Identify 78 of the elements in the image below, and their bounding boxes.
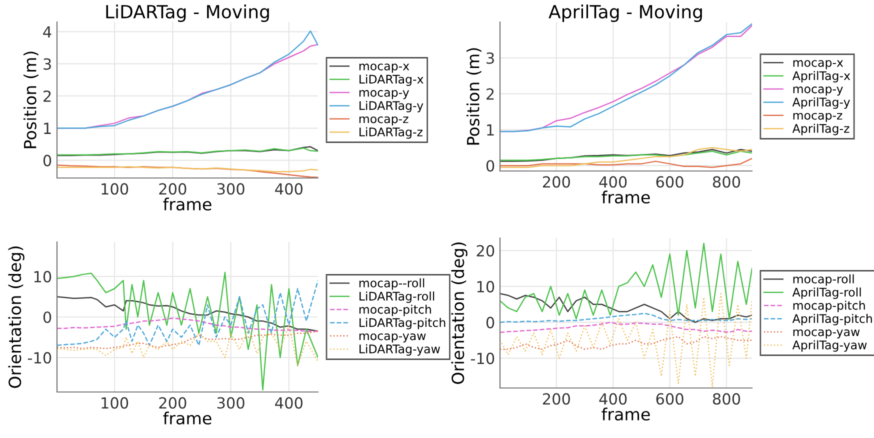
y-tick-label: 10 (34, 270, 52, 282)
legend-label: LiDARTag-yaw (360, 344, 440, 356)
y-tick-label: 3 (44, 58, 51, 70)
chart-title: AprilTag - Moving (548, 4, 702, 22)
chart-title: LiDARTag - Moving (106, 4, 269, 22)
y-tick-label: 0 (486, 160, 494, 172)
legend-label: LiDARTag-z (360, 127, 422, 139)
y-tick-label: 0 (43, 311, 52, 324)
line-series (500, 147, 752, 168)
y-tick-label: 1 (487, 124, 494, 136)
x-tick-label: 800 (712, 393, 740, 405)
x-tick-label: 400 (599, 176, 627, 188)
line-series (500, 292, 752, 323)
legend-label: mocap-y (359, 90, 410, 100)
y-tick-label: 4 (43, 26, 52, 38)
legend-label: LiDARTag-pitch (360, 318, 446, 330)
legend-label: mocap-roll (793, 274, 854, 286)
line-series (57, 330, 318, 350)
legend-label: mocap-yaw (793, 329, 860, 339)
line-series (57, 280, 318, 346)
line-series (57, 318, 318, 332)
line-series (500, 312, 752, 323)
legend-label: mocap-x (793, 60, 844, 70)
x-tick-label: 400 (599, 393, 627, 405)
y-tick-label: 2 (44, 90, 51, 102)
x-tick-label: 200 (542, 176, 570, 188)
x-tick-label: 200 (159, 183, 186, 195)
legend-label: mocap-z (359, 116, 408, 126)
legend-label: AprilTag-yaw (792, 340, 867, 352)
legend-label: mocap-pitch (359, 304, 431, 316)
x-tick-label: 100 (102, 183, 128, 195)
y-axis-title: Position (m) (466, 48, 482, 145)
y-axis-title: Position (m) (24, 52, 38, 148)
x-tick-label: 800 (712, 176, 740, 188)
y-tick-label: 2 (486, 88, 494, 100)
x-tick-label: 100 (102, 397, 128, 409)
line-series (57, 296, 318, 332)
y-tick-label: 1 (44, 122, 51, 134)
x-tick-label: 400 (275, 183, 302, 195)
legend-label: AprilTag-y (792, 97, 850, 109)
x-axis-title: frame (602, 408, 650, 421)
legend-label: mocap--roll (359, 278, 424, 290)
legend-label: mocap-yaw (359, 333, 426, 343)
legend-label: mocap-x (359, 64, 410, 73)
y-tick-label: 0 (43, 154, 52, 166)
legend-label: LiDARTag-x (360, 74, 424, 86)
y-tick-label: 10 (477, 280, 494, 292)
x-axis-title: frame (163, 412, 212, 425)
legend-label: AprilTag-roll (792, 287, 861, 299)
y-tick-label: -10 (28, 352, 52, 364)
y-tick-label: -10 (470, 352, 494, 364)
legend-label: mocap-pitch (793, 300, 865, 312)
legend-label: AprilTag-z (792, 124, 850, 136)
legend-label: AprilTag-pitch (792, 314, 872, 326)
legend-label: LiDARTag-roll (360, 291, 434, 303)
y-tick-label: 3 (486, 52, 494, 64)
line-series (57, 324, 318, 366)
legend-label: LiDARTag-y (360, 100, 424, 112)
legend-label: AprilTag-x (792, 70, 850, 82)
line-series (500, 242, 752, 320)
x-axis-title: frame (163, 198, 212, 211)
legend-label: mocap-z (793, 112, 842, 122)
x-tick-label: 600 (656, 393, 684, 405)
x-tick-label: 200 (542, 393, 570, 405)
line-series (500, 336, 752, 350)
y-axis-title: Orientation (deg) (8, 246, 24, 388)
line-series (500, 158, 752, 168)
line-series (500, 322, 752, 334)
x-tick-label: 300 (217, 183, 244, 195)
legend-label: mocap-y (793, 86, 843, 96)
x-tick-label: 600 (656, 176, 684, 188)
y-tick-label: 20 (476, 245, 494, 257)
x-tick-label: 200 (159, 397, 186, 409)
y-axis-title: Orientation (deg) (451, 242, 468, 384)
x-tick-label: 300 (217, 397, 244, 409)
y-tick-label: 0 (486, 316, 494, 328)
x-axis-title: frame (602, 190, 650, 204)
x-tick-label: 400 (275, 397, 302, 409)
